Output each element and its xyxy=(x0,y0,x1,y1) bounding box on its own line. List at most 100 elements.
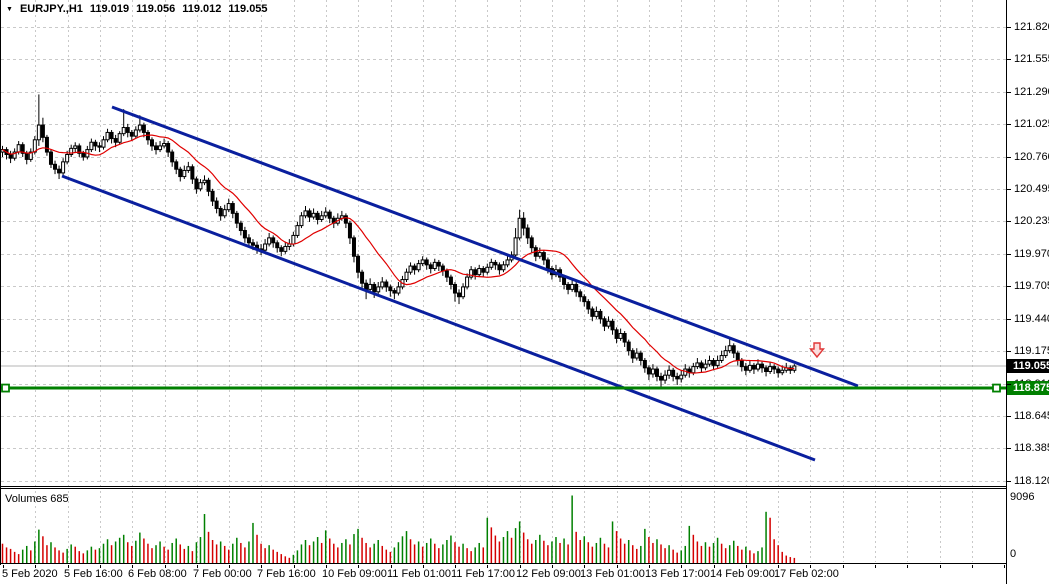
time-axis-tick xyxy=(100,565,101,568)
volume-bar xyxy=(745,546,747,563)
quote-open: 119.019 xyxy=(89,3,130,15)
volume-bar xyxy=(732,540,735,563)
volume-bar xyxy=(490,527,493,563)
candle-body xyxy=(194,178,199,190)
volume-bar xyxy=(207,531,210,563)
candle-body xyxy=(319,215,324,220)
volume-bar xyxy=(478,542,480,563)
candle-body xyxy=(250,242,255,246)
upper-trendline[interactable] xyxy=(111,105,859,388)
volume-bar xyxy=(611,521,614,563)
candle-body xyxy=(505,259,510,266)
hline-handle[interactable] xyxy=(1,383,10,393)
candle-body xyxy=(20,144,25,154)
volume-bar xyxy=(199,537,202,563)
time-axis[interactable]: 5 Feb 2020 5 Feb 16:00 6 Feb 08:00 7 Feb 00… xyxy=(0,565,1006,584)
volume-bar xyxy=(50,542,52,563)
volume-bar xyxy=(607,547,610,563)
candle-body xyxy=(141,124,146,133)
down-arrow-icon[interactable] xyxy=(809,342,825,359)
symbol-dropdown-icon[interactable]: ▼ xyxy=(6,5,13,13)
candle-body xyxy=(727,345,732,352)
candle-body xyxy=(182,169,187,178)
time-tick-label: 5 Feb 16:00 xyxy=(64,568,123,580)
candle-body xyxy=(210,190,215,202)
candle-body xyxy=(295,225,300,236)
price-axis-tick xyxy=(1007,59,1011,60)
price-axis-tick xyxy=(1007,351,1011,352)
price-axis[interactable]: 9096 0 121.820 121.555 121.290 121.025 120.7… xyxy=(1006,0,1049,584)
volume-bar xyxy=(644,528,646,563)
time-axis-tick xyxy=(132,565,133,568)
candle-body xyxy=(461,286,466,298)
volume-bar xyxy=(353,534,355,563)
volume-bar xyxy=(296,550,299,563)
quote-low: 119.012 xyxy=(182,3,222,15)
time-axis-tick xyxy=(487,565,488,568)
volume-bar xyxy=(583,536,586,563)
volume-bar xyxy=(636,548,638,563)
volume-bar xyxy=(547,545,549,563)
volume-bar xyxy=(514,528,517,563)
candle-body xyxy=(691,366,696,374)
volume-bar xyxy=(211,539,214,563)
price-axis-tick xyxy=(1007,286,1011,287)
volume-bar xyxy=(425,542,428,563)
volumes-indicator-label: Volumes 685 xyxy=(5,493,69,505)
price-tick-label: 118.120 xyxy=(1014,475,1049,487)
time-tick-label: 11 Feb 17:00 xyxy=(451,568,516,580)
volume-bar xyxy=(615,531,618,563)
volume-pane-canvas[interactable] xyxy=(0,489,1007,565)
candle-body xyxy=(113,138,118,143)
volume-bar xyxy=(74,546,76,563)
candle-body xyxy=(679,374,684,380)
candle-body xyxy=(154,145,159,151)
time-tick-label: 6 Feb 08:00 xyxy=(128,568,187,580)
candle-body xyxy=(315,212,320,220)
volume-bar xyxy=(17,554,20,563)
candle-body xyxy=(768,366,773,373)
volume-bar xyxy=(587,542,590,563)
candle-body xyxy=(283,245,288,252)
volume-bar xyxy=(139,532,141,563)
candle-body xyxy=(174,161,179,170)
volume-bar xyxy=(757,551,759,563)
candle-body xyxy=(129,131,134,137)
price-axis-tick xyxy=(1007,124,1011,125)
candle-body xyxy=(743,366,748,371)
candle-body xyxy=(695,362,700,368)
price-tick-label: 120.235 xyxy=(1014,215,1049,227)
volume-bar xyxy=(676,552,678,563)
price-axis-tick xyxy=(1007,221,1011,222)
candle-body xyxy=(303,210,308,217)
volume-bar xyxy=(155,545,157,563)
volume-bar xyxy=(86,550,89,563)
candle-body xyxy=(675,375,680,380)
volume-bar xyxy=(466,548,468,563)
candle-body xyxy=(392,290,397,294)
candle-body xyxy=(780,369,785,374)
candle-body xyxy=(719,355,724,361)
candle-body xyxy=(671,369,676,377)
volume-bar xyxy=(102,543,105,563)
volume-bar xyxy=(793,557,796,563)
hline-handle[interactable] xyxy=(992,383,1001,393)
candle-body xyxy=(12,151,17,159)
lower-trendline[interactable] xyxy=(61,174,816,462)
time-tick-label: 12 Feb 09:00 xyxy=(516,568,581,580)
candle-body xyxy=(428,264,433,270)
price-tick-label: 121.025 xyxy=(1014,118,1049,130)
volume-bar xyxy=(708,546,711,563)
time-axis-tick xyxy=(35,565,36,568)
candle-body xyxy=(73,145,78,149)
time-tick-label: 11 Feb 01:00 xyxy=(387,568,452,580)
volume-bar xyxy=(38,529,40,563)
volume-bar xyxy=(535,539,537,563)
candle-body xyxy=(8,154,13,159)
candle-body xyxy=(145,131,150,141)
volume-bar xyxy=(539,534,541,563)
volume-bar xyxy=(579,539,581,563)
volume-bar xyxy=(135,540,137,563)
price-chart-canvas[interactable] xyxy=(0,0,1007,489)
time-tick-label: 13 Feb 17:00 xyxy=(645,568,710,580)
